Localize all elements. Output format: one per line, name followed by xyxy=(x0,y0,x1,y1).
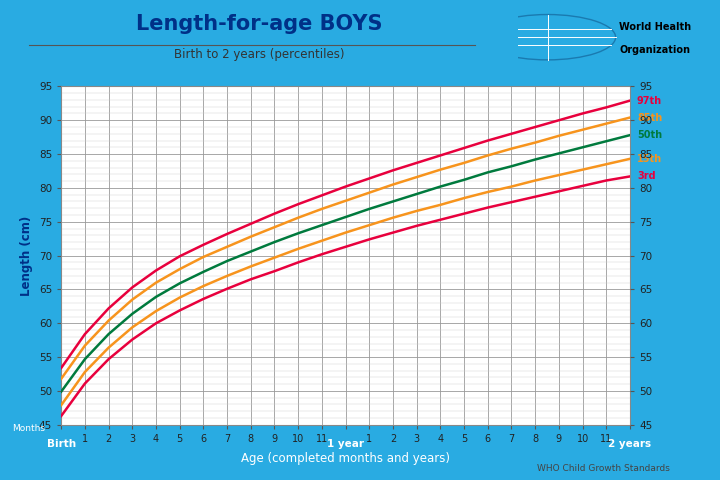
Text: Organization: Organization xyxy=(619,45,690,55)
Circle shape xyxy=(480,14,616,60)
Text: 15th: 15th xyxy=(637,154,662,164)
Text: Birth to 2 years (percentiles): Birth to 2 years (percentiles) xyxy=(174,48,344,60)
Text: WHO Child Growth Standards: WHO Child Growth Standards xyxy=(536,464,670,473)
Text: 3rd: 3rd xyxy=(637,171,656,181)
Y-axis label: Length (cm): Length (cm) xyxy=(20,216,33,296)
Text: World Health: World Health xyxy=(619,23,692,33)
Text: Age (completed months and years): Age (completed months and years) xyxy=(241,452,450,465)
Text: Months: Months xyxy=(12,424,45,432)
Text: Birth: Birth xyxy=(47,439,76,449)
Text: 50th: 50th xyxy=(637,130,662,140)
Text: 2 years: 2 years xyxy=(608,439,652,449)
Text: 1 year: 1 year xyxy=(327,439,364,449)
Text: Length-for-age BOYS: Length-for-age BOYS xyxy=(136,14,382,34)
Text: 97th: 97th xyxy=(637,96,662,106)
Text: 85th: 85th xyxy=(637,112,662,122)
